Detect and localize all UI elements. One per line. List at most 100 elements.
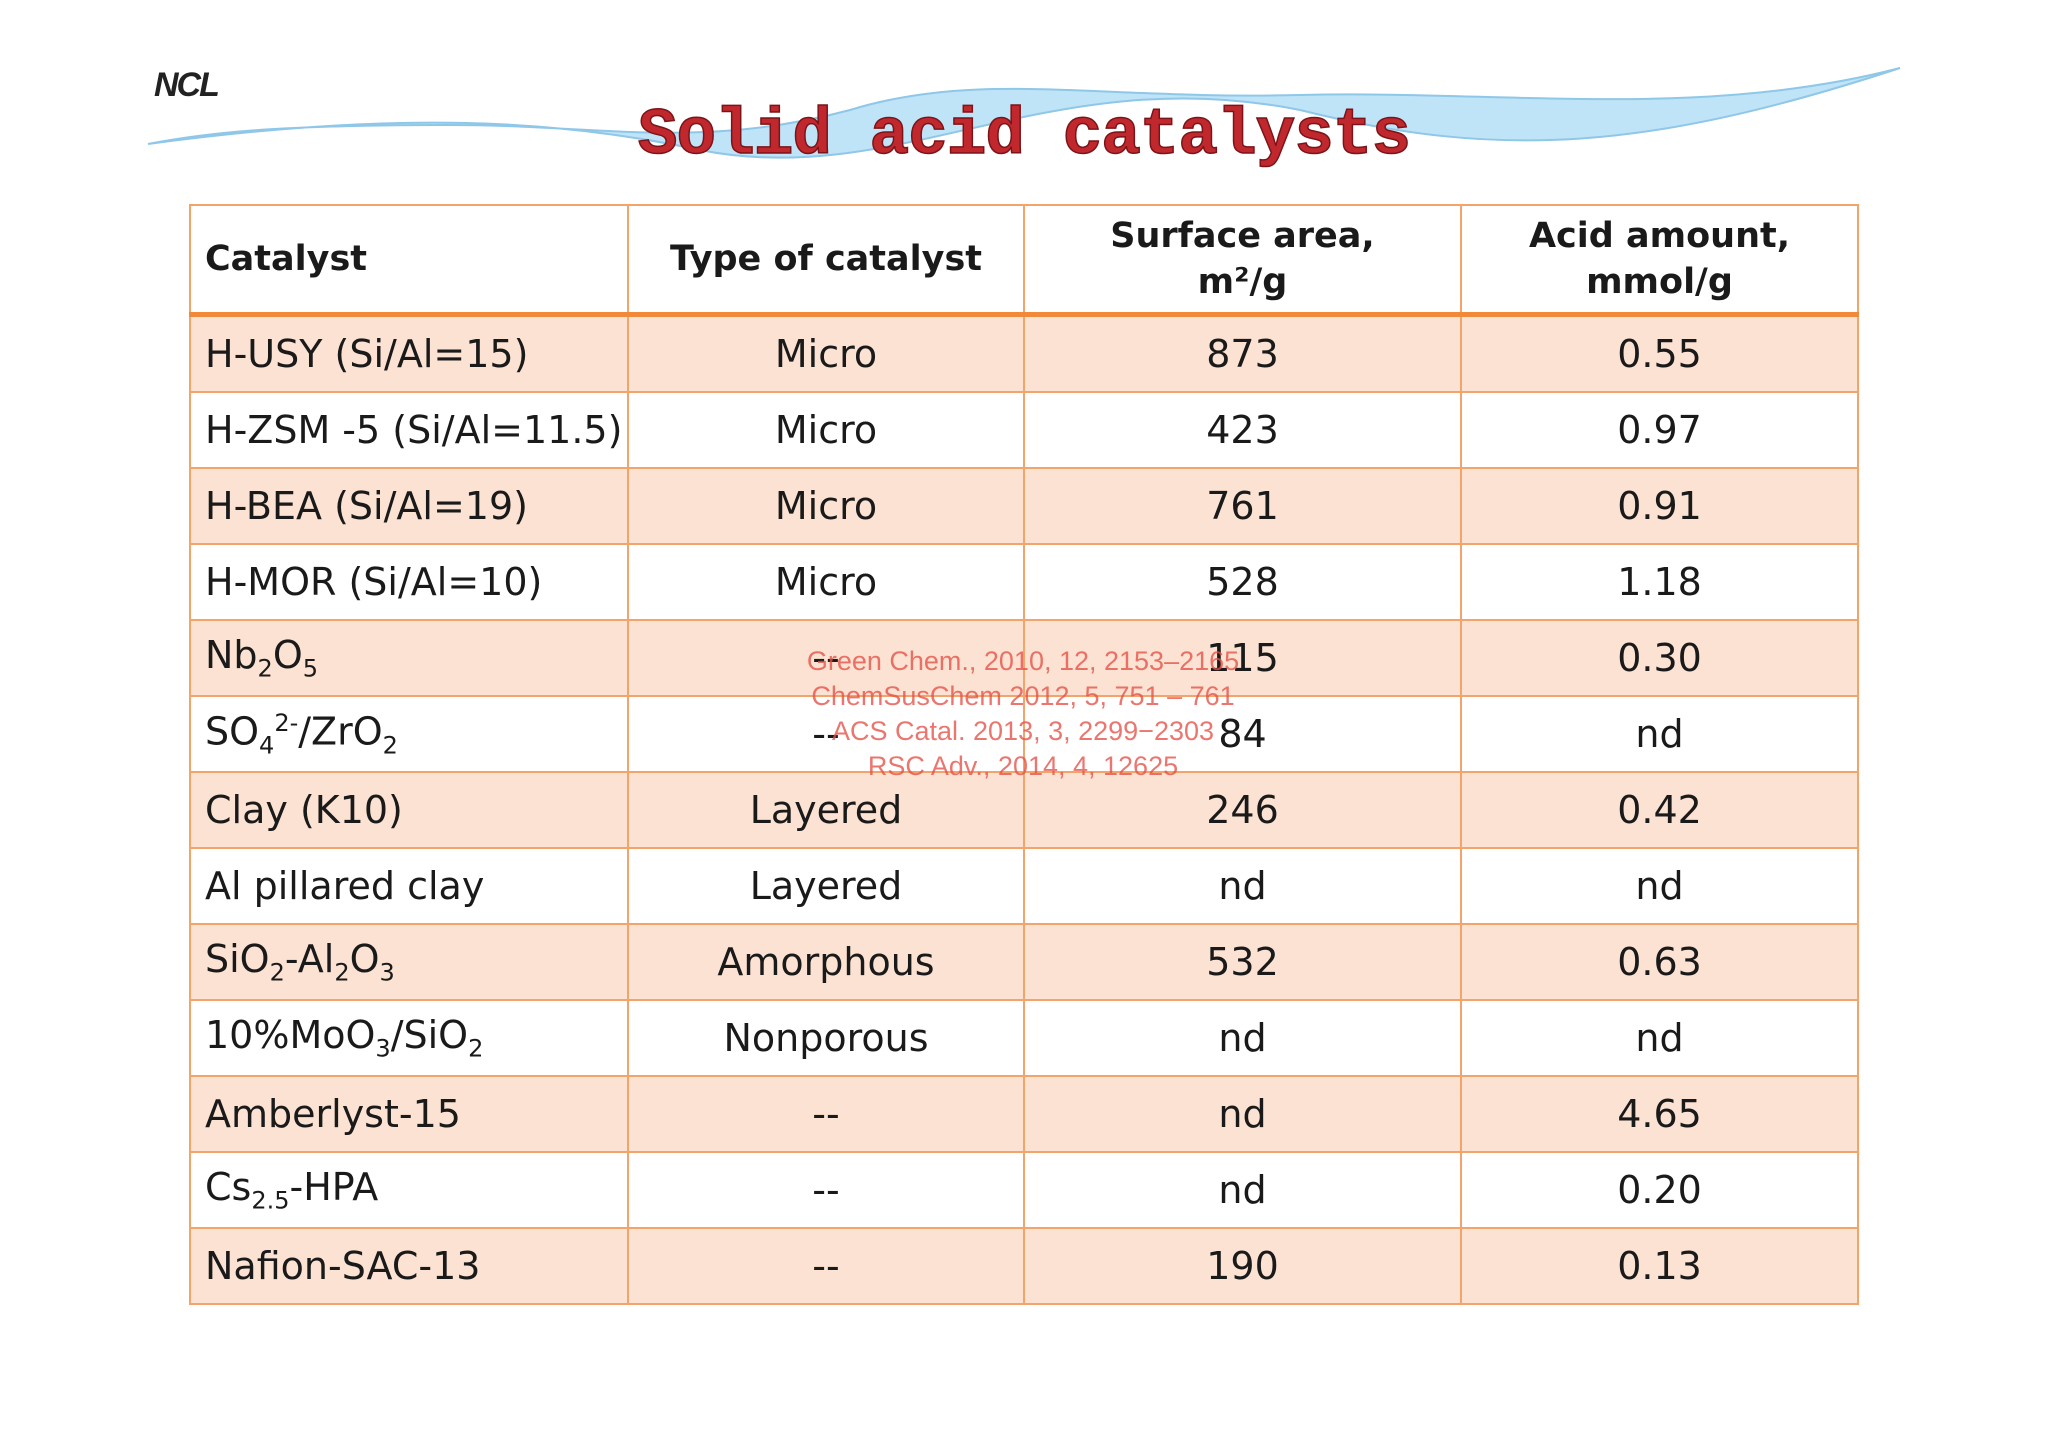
cell-text: Nb [205, 633, 258, 678]
cell-text: O [272, 633, 303, 678]
table-row: Clay (K10) Layered 246 0.42 [189, 771, 1859, 849]
table-cell: 0.91 [1460, 467, 1859, 545]
cell-text: nd [1635, 864, 1684, 908]
table-cell: H-ZSM -5 (Si/Al=11.5) [189, 391, 629, 469]
table-row: Nafion-SAC-13 -- 190 0.13 [189, 1227, 1859, 1305]
table-cell: H-BEA (Si/Al=19) [189, 467, 629, 545]
table-row: 10%MoO3/SiO2 Nonporous nd nd [189, 999, 1859, 1077]
table-cell: Nafion-SAC-13 [189, 1227, 629, 1305]
table-cell: Nb2O5 [189, 619, 629, 697]
table-cell: SO42-/ZrO2 [189, 695, 629, 773]
cell-text: 0.97 [1617, 408, 1702, 452]
table-cell: Layered [627, 847, 1025, 925]
cell-text: /ZrO [298, 709, 383, 754]
table-cell: -- [627, 619, 1025, 697]
table-cell: 1.18 [1460, 543, 1859, 621]
header-wave [147, 67, 1901, 159]
citation: RSC Adv., 2014, 4, 12625 [867, 751, 1179, 781]
cell-text: -- [812, 1168, 840, 1212]
table-cell: 0.55 [1460, 313, 1859, 393]
header-cell: Surface area, m²/g [1023, 204, 1462, 317]
cell-text: Layered [749, 788, 903, 832]
cell-text: -Al [284, 937, 335, 982]
cell-text: -- [812, 636, 840, 680]
cell-text: SiO [205, 937, 270, 982]
header-text: m²/g [1197, 262, 1288, 302]
citation: ACS Catal. 2013, 3, 2299−2303 [831, 716, 1215, 746]
table-cell: 84 [1023, 695, 1462, 773]
table-cell: -- [627, 695, 1025, 773]
table-cell: nd [1023, 847, 1462, 925]
cell-text: -HPA [289, 1165, 379, 1210]
cell-text: nd [1218, 1092, 1267, 1136]
citation: Green Chem., 2010, 12, 2153–2165 [806, 646, 1240, 676]
subscript: 4 [259, 731, 275, 760]
table-cell: Micro [627, 313, 1025, 393]
cell-text: Amberlyst-15 [205, 1092, 461, 1136]
cell-text: 0.42 [1617, 788, 1702, 832]
slide-title: Solid acid catalysts [637, 97, 1412, 174]
table-cell: 0.63 [1460, 923, 1859, 1001]
table-cell: Micro [627, 543, 1025, 621]
table-cell: 115 [1023, 619, 1462, 697]
table-cell: nd [1460, 999, 1859, 1077]
table-cell: Clay (K10) [189, 771, 629, 849]
table-cell: -- [627, 1075, 1025, 1153]
table-cell: Cs2.5-HPA [189, 1151, 629, 1229]
cell-text: H-MOR (Si/Al=10) [205, 560, 543, 604]
subscript: 5 [302, 654, 319, 683]
table-cell: 0.42 [1460, 771, 1859, 849]
subscript: 2 [468, 1034, 484, 1063]
cell-text: SO [205, 709, 260, 754]
subscript: 2.5 [251, 1186, 290, 1215]
header-cell: Type of catalyst [627, 204, 1025, 317]
table-cell: nd [1023, 1151, 1462, 1229]
cell-text: nd [1635, 1016, 1684, 1060]
cell-text: Nonporous [723, 1016, 929, 1060]
cell-text: 10%MoO [205, 1013, 376, 1058]
table-cell: nd [1460, 847, 1859, 925]
cell-text: 761 [1206, 484, 1279, 528]
table-cell: H-MOR (Si/Al=10) [189, 543, 629, 621]
cell-text: 0.91 [1617, 484, 1702, 528]
table-cell: H-USY (Si/Al=15) [189, 313, 629, 393]
subscript: 3 [375, 1034, 391, 1063]
table-cell: Micro [627, 467, 1025, 545]
table-cell: nd [1023, 1075, 1462, 1153]
subscript: 2 [257, 654, 273, 683]
cell-text: 0.63 [1617, 940, 1702, 984]
subscript: 2 [334, 958, 350, 987]
cell-text: 532 [1206, 940, 1279, 984]
logo: NCL [154, 66, 220, 104]
cell-text: nd [1218, 1016, 1267, 1060]
cell-text: 423 [1206, 408, 1279, 452]
cell-text: 528 [1206, 560, 1279, 604]
table-row: H-BEA (Si/Al=19) Micro 761 0.91 [189, 467, 1859, 545]
cell-text: Clay (K10) [205, 788, 403, 832]
citations: Green Chem., 2010, 12, 2153–2165 ChemSusC… [0, 644, 2046, 784]
cell-text: 1.18 [1617, 560, 1702, 604]
cell-text: -- [812, 1244, 840, 1288]
table-row: H-ZSM -5 (Si/Al=11.5) Micro 423 0.97 [189, 391, 1859, 469]
table-cell: 190 [1023, 1227, 1462, 1305]
table-cell: 4.65 [1460, 1075, 1859, 1153]
header-cell: Acid amount, mmol/g [1460, 204, 1859, 317]
header-text: Catalyst [205, 239, 368, 279]
cell-text: Micro [774, 560, 878, 604]
cell-text: H-BEA (Si/Al=19) [205, 484, 528, 528]
cell-text: -- [812, 1092, 840, 1136]
cell-text: Micro [774, 484, 878, 528]
cell-text: 0.30 [1617, 636, 1702, 680]
cell-text: /SiO [390, 1013, 469, 1058]
cell-text: O [349, 937, 380, 982]
table-cell: 246 [1023, 771, 1462, 849]
table-cell: 528 [1023, 543, 1462, 621]
header-text: Type of catalyst [669, 239, 983, 279]
citation: ChemSusChem 2012, 5, 751 – 761 [811, 681, 1235, 711]
table-cell: 0.30 [1460, 619, 1859, 697]
header-cell: Catalyst [189, 204, 629, 317]
cell-text: 873 [1206, 332, 1279, 376]
table-cell: 0.13 [1460, 1227, 1859, 1305]
table-cell: Layered [627, 771, 1025, 849]
subscript: 2 [269, 958, 285, 987]
